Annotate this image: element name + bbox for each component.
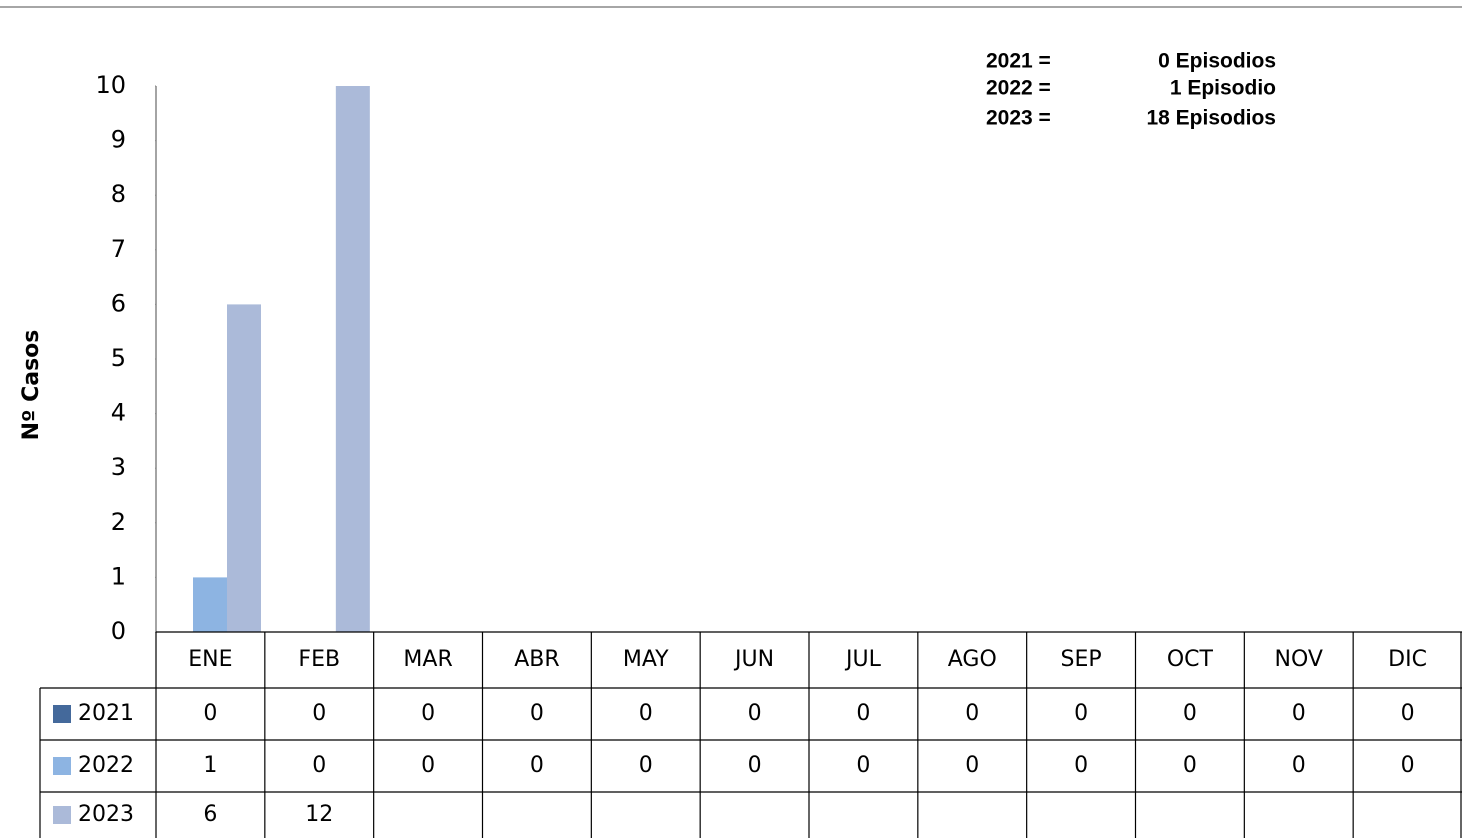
x-tick-label: FEB — [298, 647, 340, 672]
x-tick-label: MAR — [403, 647, 452, 672]
table-cell: 0 — [748, 753, 762, 778]
x-tick-label: JUL — [844, 647, 882, 672]
x-tick-label: SEP — [1061, 647, 1102, 672]
y-tick-label: 6 — [111, 289, 126, 317]
x-tick-label: NOV — [1275, 647, 1323, 672]
table-cell: 0 — [856, 701, 870, 726]
table-cell: 0 — [965, 701, 979, 726]
y-tick-label: 3 — [111, 453, 126, 481]
x-tick-label: DIC — [1388, 647, 1427, 672]
legend-swatch — [53, 705, 71, 723]
y-tick-label: 4 — [111, 399, 126, 427]
table-cell: 0 — [1401, 753, 1415, 778]
annotation-text: 0 Episodios — [1158, 50, 1276, 73]
legend-swatch — [53, 757, 71, 775]
annotation-year: 2022 = — [986, 77, 1051, 100]
annotation-year: 2021 = — [986, 50, 1051, 73]
legend-label: 2023 — [78, 802, 134, 827]
table-cell: 1 — [203, 753, 217, 778]
table-cell: 0 — [1292, 753, 1306, 778]
legend-label: 2021 — [78, 701, 134, 726]
annotation-text: 18 Episodios — [1146, 107, 1276, 130]
y-tick-label: 2 — [111, 508, 126, 536]
y-tick-label: 8 — [111, 180, 126, 208]
x-tick-label: ABR — [514, 647, 559, 672]
y-tick-label: 10 — [95, 71, 126, 99]
table-cell: 0 — [639, 701, 653, 726]
table-cell: 0 — [1183, 753, 1197, 778]
bar — [193, 577, 227, 632]
table-cell: 0 — [639, 753, 653, 778]
bar — [227, 304, 261, 632]
y-tick-label: 5 — [111, 344, 126, 372]
x-tick-label: OCT — [1167, 647, 1214, 672]
table-cell: 0 — [1401, 701, 1415, 726]
x-tick-label: JUN — [733, 647, 774, 672]
y-tick-label: 7 — [111, 235, 126, 263]
x-tick-label: ENE — [188, 647, 232, 672]
table-cell: 0 — [530, 701, 544, 726]
table-cell: 0 — [1183, 701, 1197, 726]
plot-area — [193, 86, 370, 632]
annotation-year: 2023 = — [986, 107, 1051, 130]
x-tick-label: AGO — [948, 647, 997, 672]
table-cell: 0 — [965, 753, 979, 778]
legend-label: 2022 — [78, 753, 134, 778]
y-tick-label: 9 — [111, 126, 126, 154]
table-cell: 0 — [1074, 701, 1088, 726]
legend-swatch — [53, 806, 71, 824]
table-cell: 0 — [312, 753, 326, 778]
y-tick-label: 0 — [111, 617, 126, 645]
table-cell: 0 — [1074, 753, 1088, 778]
table-cell: 0 — [530, 753, 544, 778]
annotation-text: 1 Episodio — [1170, 77, 1276, 100]
table-cell: 0 — [203, 701, 217, 726]
y-axis-label: Nº Casos — [19, 330, 44, 441]
table-cell: 6 — [203, 802, 217, 827]
table-cell: 0 — [1292, 701, 1306, 726]
table-cell: 0 — [312, 701, 326, 726]
table-cell: 0 — [856, 753, 870, 778]
table-cell: 0 — [421, 701, 435, 726]
table-cell: 12 — [305, 802, 333, 827]
table-cell: 0 — [421, 753, 435, 778]
y-tick-label: 1 — [111, 562, 126, 590]
table-cell: 0 — [748, 701, 762, 726]
x-tick-label: MAY — [623, 647, 669, 672]
bar — [335, 86, 370, 632]
